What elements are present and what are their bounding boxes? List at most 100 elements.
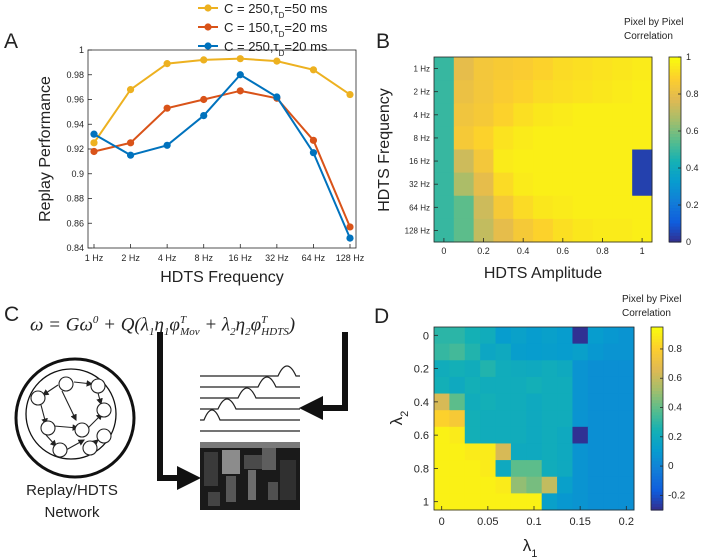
colorbar-segment <box>669 121 681 126</box>
colorbar-tick-label: 0 <box>668 461 674 472</box>
x-tick-label: 128 Hz <box>336 253 365 263</box>
series-point <box>236 87 244 95</box>
colorbar-segment <box>651 482 663 487</box>
colorbar-segment <box>669 100 681 104</box>
heatmap-cell <box>557 360 573 378</box>
heatmap-cell <box>572 410 589 428</box>
colorbar-segment <box>669 106 681 111</box>
heatmap-cell <box>495 343 512 361</box>
x-tick-label: 0.2 <box>619 516 634 528</box>
heatmap-cell <box>493 80 514 104</box>
heatmap-cell <box>612 103 633 127</box>
heatmap-cell <box>557 443 573 461</box>
heatmap-cell <box>618 393 635 411</box>
y-tick-label: 4 Hz <box>414 111 430 120</box>
heatmap-cell <box>572 376 589 395</box>
colorbar-segment <box>669 57 681 61</box>
heatmap-cell <box>434 149 455 174</box>
heatmap-cell <box>513 172 534 197</box>
heatmap-cell <box>557 410 573 428</box>
heatmap-cell <box>513 103 534 127</box>
colorbar-segment <box>651 372 663 377</box>
heatmap-cell <box>449 410 466 428</box>
colorbar-tick-label: 0 <box>686 237 691 247</box>
heatmap-cell <box>434 443 450 461</box>
heatmap-cell <box>434 172 455 197</box>
colorbar-segment <box>669 186 681 191</box>
y-tick-label: 8 Hz <box>414 134 430 143</box>
heatmap-cell <box>632 195 653 220</box>
heatmap-cell <box>495 393 512 411</box>
heatmap-cell <box>493 195 514 220</box>
heatmap-cell <box>434 493 450 511</box>
heatmap-cell <box>449 426 466 444</box>
heatmap-cell <box>587 376 604 395</box>
heatmap-cell <box>592 218 613 243</box>
heatmap-cell <box>434 57 455 81</box>
heatmap-cell <box>453 149 475 174</box>
y-tick-label: 0 <box>423 330 429 342</box>
heatmap-cell <box>495 426 512 444</box>
heatmap-cell <box>449 476 466 494</box>
colorbar-segment <box>669 90 681 95</box>
heatmap-cell <box>552 172 574 197</box>
heatmap-cell <box>603 410 620 428</box>
heatmap-cell <box>618 410 635 428</box>
y-tick-label: 0.8 <box>414 463 429 475</box>
heatmap-cell <box>612 218 633 243</box>
heatmap-cell <box>526 476 543 494</box>
heatmap-cell <box>587 443 604 461</box>
x-tick-label: 64 Hz <box>302 253 326 263</box>
colorbar-segment <box>651 470 663 474</box>
colorbar-segment <box>651 327 663 331</box>
colorbar-segment <box>651 436 663 441</box>
heatmap-cell <box>473 218 494 243</box>
heatmap-cell <box>434 343 450 361</box>
panel-letter-c: C <box>4 303 20 326</box>
heatmap-cell <box>533 149 554 174</box>
colorbar-title: Pixel by Pixel <box>622 294 681 305</box>
heatmap-cell <box>480 327 497 345</box>
heatmap-cell <box>533 103 554 127</box>
heatmap-cell <box>510 476 527 494</box>
heatmap-cell <box>603 426 620 444</box>
colorbar-segment <box>669 63 681 67</box>
y-tick-label: 1 Hz <box>414 65 430 74</box>
heatmap-cell <box>449 460 466 478</box>
heatmap-cell <box>495 460 512 478</box>
x-tick-label: 0.2 <box>477 246 490 256</box>
heatmap-cell <box>473 57 494 81</box>
legend-marker <box>204 4 212 12</box>
heatmap-cell <box>587 343 604 361</box>
heatmap-cell <box>572 218 594 243</box>
heatmap-cell <box>434 80 455 104</box>
x-tick-label: 0.4 <box>517 246 530 256</box>
heatmap-cell <box>493 126 514 150</box>
series-point <box>90 139 98 147</box>
heatmap-cell <box>612 172 633 197</box>
heatmap-cell <box>592 126 613 150</box>
heatmap-cell <box>541 443 558 461</box>
network-label-line2: Network <box>44 504 100 521</box>
heatmap-cell <box>592 57 613 81</box>
heatmap-cell <box>592 195 613 220</box>
heatmap-cell <box>572 460 589 478</box>
heatmap-cell <box>572 443 589 461</box>
x-tick-label: 0.6 <box>557 246 570 256</box>
heatmap-cell <box>453 57 475 81</box>
y-tick-label: 0.88 <box>66 194 84 204</box>
colorbar-segment <box>669 232 681 237</box>
colorbar-segment <box>651 363 663 368</box>
colorbar-segment <box>651 433 663 438</box>
heatmap-cell <box>618 460 635 478</box>
colorbar-segment <box>651 330 663 334</box>
x-axis-label: λ1 <box>523 536 538 559</box>
colorbar-segment <box>669 78 681 83</box>
heatmap-cell <box>552 103 574 127</box>
heatmap-cell <box>603 460 620 478</box>
colorbar-segment <box>651 375 663 380</box>
colorbar-segment <box>669 84 681 89</box>
heatmap-cell <box>592 149 613 174</box>
colorbar-segment <box>669 87 681 92</box>
